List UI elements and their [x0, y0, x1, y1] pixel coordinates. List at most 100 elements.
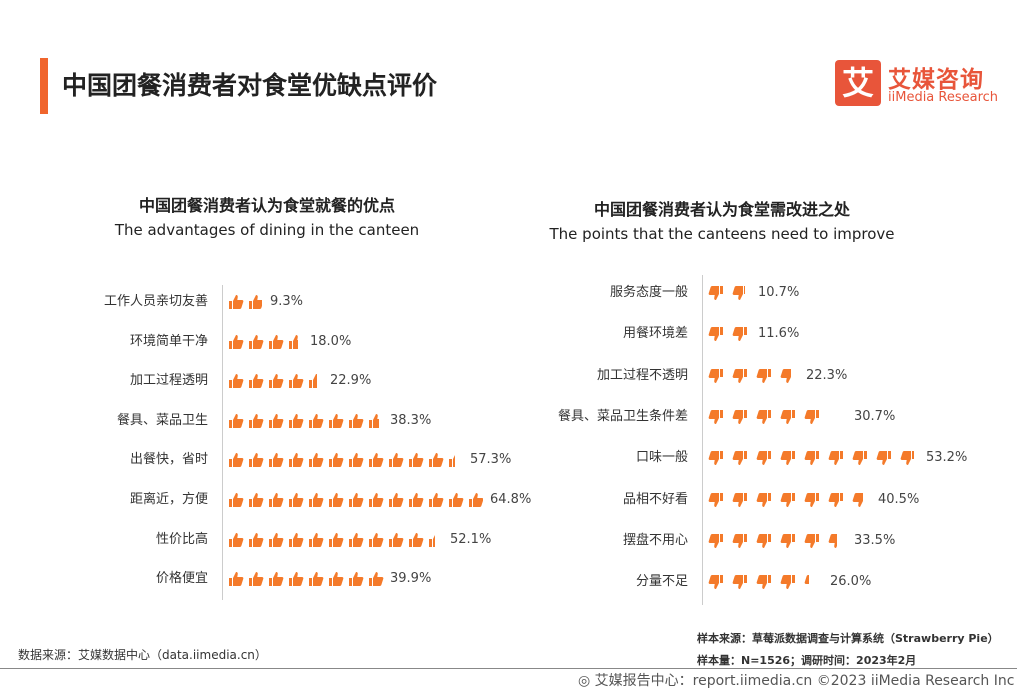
- thumbs-down-icon: [780, 409, 796, 425]
- thumbs-down-icon: [708, 450, 724, 466]
- thumbs-down-icon: [708, 326, 724, 342]
- logo-mark: 艾: [835, 60, 881, 106]
- category-label: 价格便宜: [155, 571, 208, 587]
- category-label: 服务态度一般: [609, 285, 688, 300]
- thumbs-up-icon: [248, 532, 264, 548]
- thumbs-down-icon: [756, 368, 772, 384]
- thumbs-up-icon: [268, 334, 284, 350]
- logo-cn: 艾媒咨询: [888, 67, 984, 93]
- thumbs-up-icon: [248, 294, 262, 310]
- category-label: 餐具、菜品卫生: [116, 412, 208, 428]
- thumbs-up-icon: [268, 532, 284, 548]
- data-label: 53.2%: [926, 450, 968, 466]
- thumbs-down-icon: [732, 285, 745, 301]
- left-chart-subtitle: The advantages of dining in the canteen: [114, 221, 420, 239]
- thumbs-up-icon: [308, 452, 324, 468]
- thumbs-up-icon: [228, 334, 244, 350]
- thumbs-up-icon: [228, 532, 244, 548]
- report-text: 艾媒报告中心：report.iimedia.cn ©2023 iiMedia R…: [594, 673, 1015, 689]
- thumbs-up-icon: [248, 373, 264, 389]
- thumbs-down-icon: [780, 492, 796, 508]
- thumbs-up-icon: [228, 452, 244, 468]
- left-chart-title: 中国团餐消费者认为食堂就餐的优点: [138, 196, 395, 215]
- thumbs-up-icon: [328, 492, 344, 508]
- thumbs-down-icon: [708, 533, 724, 549]
- data-label: 39.9%: [390, 571, 432, 587]
- thumbs-up-icon: [448, 492, 464, 508]
- data-label: 33.5%: [854, 532, 896, 548]
- category-label: 摆盘不用心: [622, 532, 688, 548]
- thumbs-down-icon: [732, 409, 748, 425]
- data-label: 40.5%: [878, 491, 920, 507]
- category-label: 品相不好看: [622, 491, 688, 507]
- thumbs-down-icon: [756, 492, 772, 508]
- footer-divider: [0, 668, 1017, 669]
- data-label: 18.0%: [310, 333, 352, 349]
- category-label: 出餐快，省时: [129, 452, 208, 468]
- thumbs-up-icon: [428, 532, 435, 548]
- data-label: 26.0%: [830, 574, 872, 590]
- logo-en: iiMedia Research: [888, 90, 999, 105]
- thumbs-up-icon: [248, 492, 264, 508]
- thumbs-down-icon: [780, 574, 796, 590]
- thumbs-up-icon: [328, 532, 344, 548]
- thumbs-up-icon: [388, 452, 404, 468]
- thumbs-down-icon: [852, 492, 864, 508]
- thumbs-up-icon: [308, 571, 324, 587]
- thumbs-down-icon: [900, 450, 914, 466]
- thumbs-up-icon: [328, 413, 344, 429]
- thumbs-down-icon: [828, 533, 838, 549]
- thumbs-up-icon: [408, 532, 424, 548]
- thumbs-up-icon: [248, 413, 264, 429]
- right-chart-subtitle: The points that the canteens need to imp…: [549, 225, 895, 243]
- thumbs-down-icon: [708, 574, 724, 590]
- thumbs-up-icon: [328, 571, 344, 587]
- thumbs-down-icon: [804, 574, 810, 590]
- right-axis: [702, 275, 703, 605]
- thumbs-up-icon: [268, 571, 284, 587]
- thumbs-down-icon: [732, 574, 748, 590]
- data-label: 22.9%: [330, 373, 372, 389]
- thumbs-up-icon: [268, 373, 284, 389]
- data-label: 10.7%: [758, 285, 800, 300]
- thumbs-up-icon: [388, 492, 404, 508]
- thumbs-up-icon: [308, 413, 324, 429]
- thumbs-up-icon: [368, 571, 384, 587]
- thumbs-down-icon: [708, 285, 724, 301]
- thumbs-down-icon: [804, 492, 820, 508]
- data-label: 30.7%: [854, 408, 896, 424]
- thumbs-down-icon: [732, 368, 748, 384]
- data-label: 38.3%: [390, 412, 432, 428]
- thumbs-up-icon: [308, 373, 318, 389]
- data-label: 57.3%: [470, 452, 512, 468]
- sample-size: 样本量：N=1526；调研时间：2023年2月: [697, 654, 917, 667]
- thumbs-up-icon: [248, 571, 264, 587]
- category-label: 加工过程透明: [129, 373, 208, 389]
- thumbs-up-icon: [228, 492, 244, 508]
- thumbs-up-icon: [228, 373, 244, 389]
- thumbs-down-icon: [732, 492, 748, 508]
- category-label: 加工过程不透明: [596, 367, 688, 383]
- thumbs-down-icon: [756, 450, 772, 466]
- thumbs-up-icon: [288, 452, 304, 468]
- page-title: 中国团餐消费者对食堂优缺点评价: [62, 71, 438, 100]
- thumbs-down-icon: [804, 533, 820, 549]
- thumbs-up-icon: [308, 532, 324, 548]
- category-label: 用餐环境差: [622, 326, 688, 342]
- sample-source: 样本来源：草莓派数据调查与计算系统（Strawberry Pie）: [697, 632, 999, 645]
- thumbs-up-icon: [268, 413, 284, 429]
- thumbs-down-icon: [756, 533, 772, 549]
- thumbs-up-icon: [228, 294, 244, 310]
- thumbs-up-icon: [288, 492, 304, 508]
- thumbs-down-icon: [804, 409, 820, 425]
- category-label: 距离近，方便: [129, 492, 208, 507]
- thumbs-up-icon: [448, 452, 456, 468]
- thumbs-down-icon: [732, 533, 748, 549]
- category-label: 分量不足: [635, 574, 688, 590]
- thumbs-up-icon: [348, 452, 364, 468]
- category-label: 口味一般: [635, 450, 688, 466]
- data-label: 9.3%: [270, 294, 304, 309]
- thumbs-down-icon: [732, 450, 748, 466]
- category-label: 工作人员亲切友善: [103, 294, 208, 309]
